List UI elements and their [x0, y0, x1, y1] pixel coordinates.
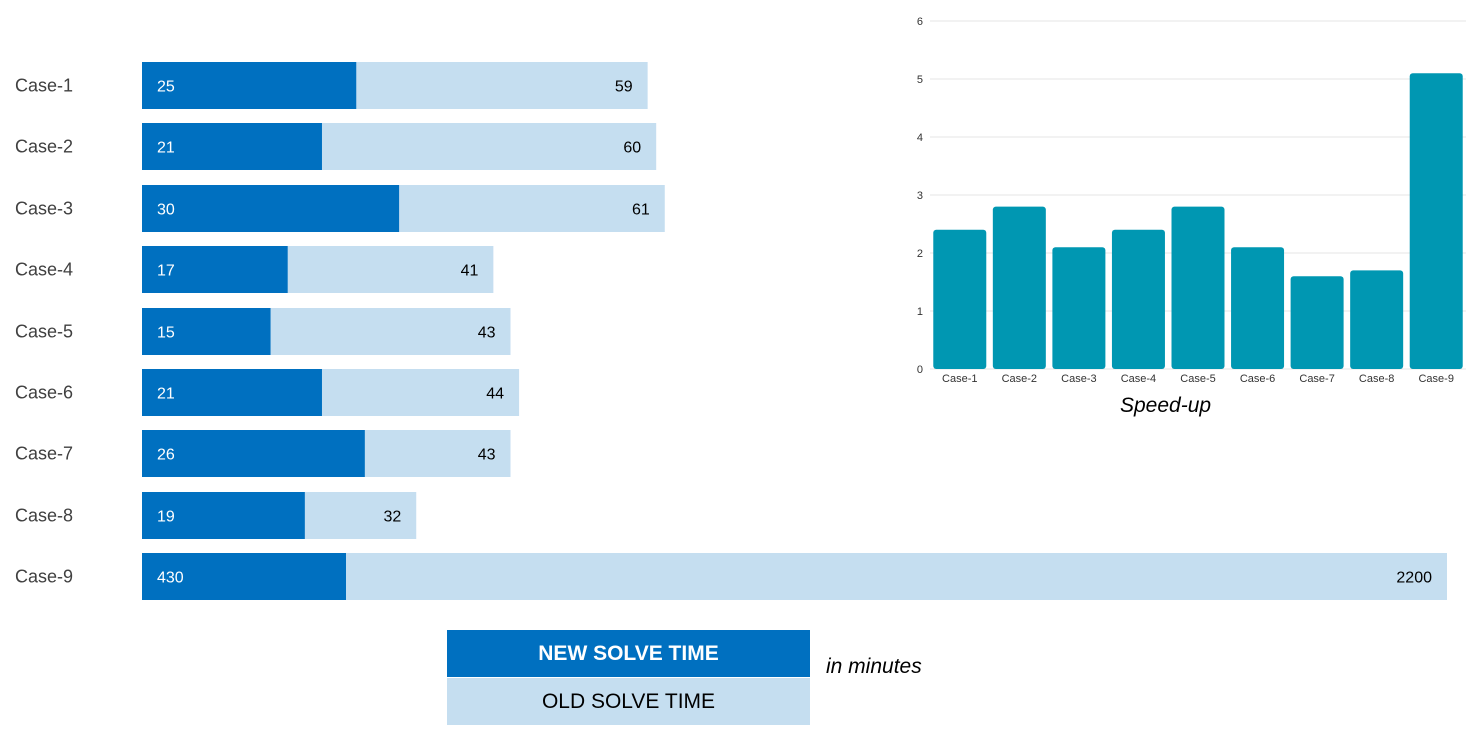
new-solve-time-bar	[142, 185, 400, 232]
old-solve-time-value-label: 43	[478, 325, 496, 342]
old-solve-time-value-label: 59	[615, 79, 633, 96]
speedup-bar	[933, 229, 987, 369]
speedup-bar	[1409, 73, 1463, 369]
old-solve-time-value-label: 60	[623, 140, 641, 157]
new-solve-time-bar	[142, 308, 271, 355]
old-solve-time-value-label: 41	[461, 263, 479, 280]
x-tick-label: Case-3	[1061, 373, 1096, 385]
category-label: Case-3	[15, 199, 73, 219]
legend-old-solve-time: OLD SOLVE TIME	[447, 678, 810, 725]
y-tick-label: 4	[917, 132, 923, 144]
x-tick-label: Case-2	[1002, 373, 1037, 385]
old-solve-time-value-label: 2200	[1396, 570, 1432, 587]
new-solve-time-bar	[142, 369, 322, 416]
units-note: in minutes	[826, 655, 922, 678]
category-label: Case-7	[15, 444, 73, 464]
old-solve-time-bar	[142, 553, 1447, 600]
old-solve-time-value-label: 61	[632, 202, 650, 219]
new-solve-time-value-label: 21	[157, 386, 175, 403]
new-solve-time-value-label: 25	[157, 79, 175, 96]
x-tick-label: Case-6	[1240, 373, 1275, 385]
speedup-bar	[1171, 206, 1225, 369]
speedup-chart-title: Speed-up	[1120, 394, 1212, 417]
new-solve-time-value-label: 30	[157, 202, 175, 219]
legend-new-solve-time: NEW SOLVE TIME	[447, 630, 810, 677]
new-solve-time-value-label: 19	[157, 509, 175, 526]
speedup-bar	[1111, 229, 1165, 369]
new-solve-time-value-label: 15	[157, 325, 175, 342]
new-solve-time-bar	[142, 246, 288, 293]
category-label: Case-6	[15, 383, 73, 403]
category-label: Case-9	[15, 567, 73, 587]
old-solve-time-value-label: 44	[486, 386, 504, 403]
new-solve-time-value-label: 26	[157, 447, 175, 464]
category-label: Case-8	[15, 506, 73, 526]
speedup-bar	[1350, 270, 1404, 369]
x-tick-label: Case-9	[1418, 373, 1453, 385]
new-solve-time-bar	[142, 553, 346, 600]
speedup-bar	[1052, 247, 1106, 369]
new-solve-time-bar	[142, 430, 365, 477]
category-label: Case-4	[15, 260, 73, 280]
speedup-bar	[1290, 276, 1344, 369]
speedup-bar	[1231, 247, 1285, 369]
old-solve-time-value-label: 43	[478, 447, 496, 464]
legend: NEW SOLVE TIME OLD SOLVE TIME	[447, 630, 810, 725]
category-label: Case-2	[15, 137, 73, 157]
x-tick-label: Case-4	[1121, 373, 1156, 385]
x-tick-label: Case-8	[1359, 373, 1394, 385]
x-tick-label: Case-1	[942, 373, 977, 385]
new-solve-time-value-label: 21	[157, 140, 175, 157]
new-solve-time-value-label: 17	[157, 263, 175, 280]
category-label: Case-5	[15, 322, 73, 342]
new-solve-time-bar	[142, 492, 305, 539]
y-tick-label: 6	[917, 16, 923, 28]
category-label: Case-1	[15, 76, 73, 96]
x-tick-label: Case-7	[1299, 373, 1334, 385]
new-solve-time-bar	[142, 123, 322, 170]
y-tick-label: 0	[917, 364, 923, 376]
x-tick-label: Case-5	[1180, 373, 1215, 385]
speedup-bar	[992, 206, 1046, 369]
y-tick-label: 2	[917, 248, 923, 260]
new-solve-time-value-label: 430	[157, 570, 184, 587]
y-tick-label: 5	[917, 74, 923, 86]
old-solve-time-value-label: 32	[383, 509, 401, 526]
y-tick-label: 3	[917, 190, 923, 202]
new-solve-time-bar	[142, 62, 357, 109]
y-tick-label: 1	[917, 306, 923, 318]
